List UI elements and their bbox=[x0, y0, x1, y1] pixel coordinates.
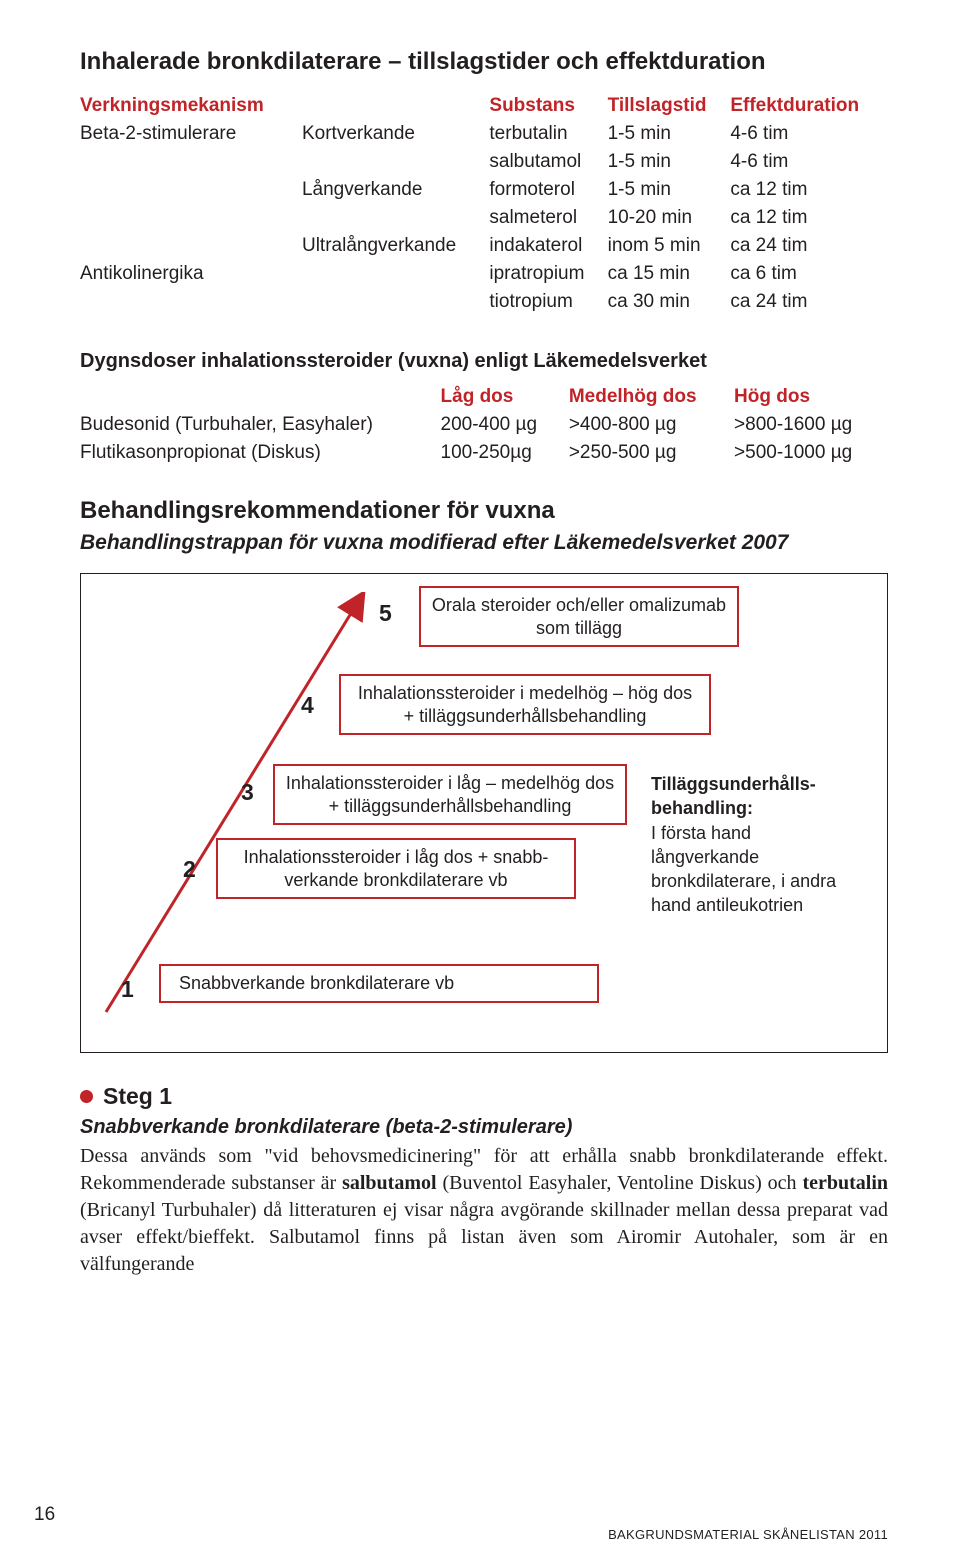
th bbox=[302, 92, 489, 120]
step-box-1: Snabbverkande bronkdilaterare vb bbox=[159, 964, 599, 1003]
table-row: Budesonid (Turbuhaler, Easyhaler)200-400… bbox=[80, 411, 888, 439]
table-row: Ultralångverkandeindakaterolinom 5 minca… bbox=[80, 232, 888, 260]
th: Medelhög dos bbox=[569, 383, 734, 411]
th: Effektduration bbox=[730, 92, 888, 120]
td: salbutamol bbox=[489, 148, 607, 176]
step-number-1: 1 bbox=[121, 976, 134, 1003]
td bbox=[80, 204, 302, 232]
td: Flutikasonpropionat (Diskus) bbox=[80, 439, 441, 467]
steroid-dose-table: Låg dos Medelhög dos Hög dos Budesonid (… bbox=[80, 383, 888, 467]
body-paragraph: Dessa används som "vid behovsmedicinerin… bbox=[80, 1143, 888, 1278]
td: 200-400 µg bbox=[441, 411, 569, 439]
recommendation-title: Behandlingsrekommendationer för vuxna bbox=[80, 497, 888, 525]
td: ca 15 min bbox=[608, 260, 731, 288]
td bbox=[80, 176, 302, 204]
th: Låg dos bbox=[441, 383, 569, 411]
td: 100-250µg bbox=[441, 439, 569, 467]
td: formoterol bbox=[489, 176, 607, 204]
td: >400-800 µg bbox=[569, 411, 734, 439]
sidebar-head: Tilläggsunderhålls­behandling: bbox=[651, 774, 816, 818]
td: tiotropium bbox=[489, 288, 607, 316]
step-box-4: Inhalationssteroider i medelhög – hög do… bbox=[339, 674, 711, 735]
td: ca 6 tim bbox=[730, 260, 888, 288]
step-number-5: 5 bbox=[379, 600, 392, 627]
table-header-row: Verkningsmekanism Substans Tillslagstid … bbox=[80, 92, 888, 120]
paragraph-heading: Snabbverkande bronkdilaterare (beta-2-st… bbox=[80, 1116, 888, 1139]
td: Långverkande bbox=[302, 176, 489, 204]
td: >250-500 µg bbox=[569, 439, 734, 467]
td: ca 24 tim bbox=[730, 288, 888, 316]
footer-text: BAKGRUNDSMATERIAL SKÅNELISTAN 2011 bbox=[608, 1527, 888, 1542]
th: Verkningsmekanism bbox=[80, 92, 302, 120]
td: >500-1000 µg bbox=[734, 439, 888, 467]
td: indakaterol bbox=[489, 232, 607, 260]
table-row: Flutikasonpropionat (Diskus)100-250µg>25… bbox=[80, 439, 888, 467]
td: inom 5 min bbox=[608, 232, 731, 260]
step-box-2: Inhalationssteroider i låg dos + snabb­v… bbox=[216, 838, 576, 899]
p-part: (Buventol Easyhaler, Ventoline Diskus) o… bbox=[437, 1172, 803, 1194]
p-part: (Bricanyl Turbuhaler) då litteraturen ej… bbox=[80, 1199, 888, 1275]
td: 4-6 tim bbox=[730, 148, 888, 176]
td bbox=[80, 148, 302, 176]
recommendation-subtitle: Behandlingstrappan för vuxna modifierad … bbox=[80, 531, 888, 555]
section-title-1: Inhalerade bronkdilaterare – tillslagsti… bbox=[80, 48, 888, 76]
td bbox=[302, 148, 489, 176]
section-title-2: Dygnsdoser inhalationssteroider (vuxna) … bbox=[80, 350, 888, 373]
td: salmeterol bbox=[489, 204, 607, 232]
page-number: 16 bbox=[34, 1504, 55, 1526]
td: ipratropium bbox=[489, 260, 607, 288]
td bbox=[80, 288, 302, 316]
td: ca 24 tim bbox=[730, 232, 888, 260]
td: ca 12 tim bbox=[730, 176, 888, 204]
table-row: salmeterol10-20 minca 12 tim bbox=[80, 204, 888, 232]
td: >800-1600 µg bbox=[734, 411, 888, 439]
td: 1-5 min bbox=[608, 176, 731, 204]
td: 10-20 min bbox=[608, 204, 731, 232]
sidebar-note: Tilläggsunderhålls­behandling: I första … bbox=[651, 772, 861, 918]
step-box-3: Inhalationssteroider i låg – medelhög do… bbox=[273, 764, 627, 825]
td: Antikolinergika bbox=[80, 260, 302, 288]
th: Substans bbox=[489, 92, 607, 120]
td bbox=[302, 288, 489, 316]
table-header-row: Låg dos Medelhög dos Hög dos bbox=[80, 383, 888, 411]
th bbox=[80, 383, 441, 411]
td bbox=[80, 232, 302, 260]
td: Budesonid (Turbuhaler, Easyhaler) bbox=[80, 411, 441, 439]
table-row: tiotropiumca 30 minca 24 tim bbox=[80, 288, 888, 316]
step-number-2: 2 bbox=[183, 856, 196, 883]
step-number-3: 3 bbox=[241, 779, 254, 806]
td: 1-5 min bbox=[608, 148, 731, 176]
table-row: Beta-2-stimulerareKortverkandeterbutalin… bbox=[80, 120, 888, 148]
td: ca 30 min bbox=[608, 288, 731, 316]
p-bold: salbutamol bbox=[342, 1172, 436, 1194]
th: Tillslagstid bbox=[608, 92, 731, 120]
td: ca 12 tim bbox=[730, 204, 888, 232]
table-row: Långverkandeformoterol1-5 minca 12 tim bbox=[80, 176, 888, 204]
td: 4-6 tim bbox=[730, 120, 888, 148]
bullet-icon bbox=[80, 1090, 93, 1103]
td: Beta-2-stimulerare bbox=[80, 120, 302, 148]
td: 1-5 min bbox=[608, 120, 731, 148]
step-box-5: Orala steroider och/eller omalizumab som… bbox=[419, 586, 739, 647]
td: Kortverkande bbox=[302, 120, 489, 148]
td bbox=[302, 260, 489, 288]
steg-label: Steg 1 bbox=[103, 1083, 172, 1110]
th: Hög dos bbox=[734, 383, 888, 411]
td: Ultralångverkande bbox=[302, 232, 489, 260]
sidebar-body: I första hand långverkande bronkdilatera… bbox=[651, 823, 836, 916]
p-bold: terbutalin bbox=[802, 1172, 888, 1194]
table-row: salbutamol1-5 min4-6 tim bbox=[80, 148, 888, 176]
td bbox=[302, 204, 489, 232]
step-number-4: 4 bbox=[301, 692, 314, 719]
steg-1-heading: Steg 1 bbox=[80, 1083, 888, 1110]
td: terbutalin bbox=[489, 120, 607, 148]
bronchodilator-table: Verkningsmekanism Substans Tillslagstid … bbox=[80, 92, 888, 316]
treatment-staircase: 5 Orala steroider och/eller omalizumab s… bbox=[80, 573, 888, 1053]
table-row: Antikolinergika ipratropiumca 15 minca 6 … bbox=[80, 260, 888, 288]
